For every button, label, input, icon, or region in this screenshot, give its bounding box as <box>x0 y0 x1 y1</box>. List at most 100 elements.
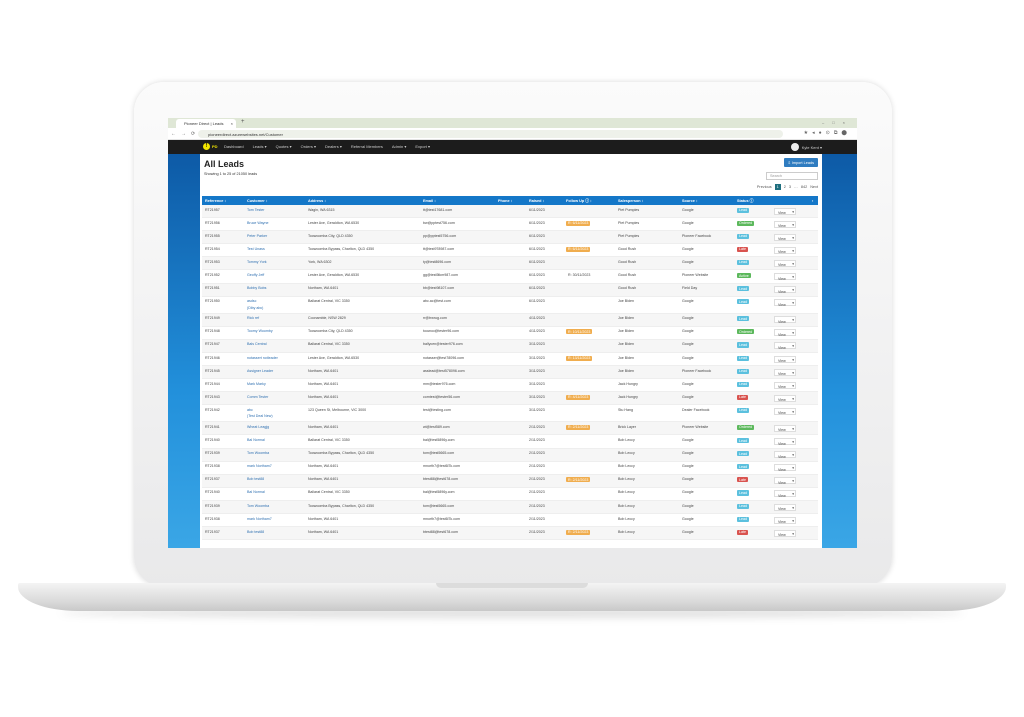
nav-item[interactable]: Orders ▾ <box>300 144 316 149</box>
customer-link[interactable]: Bal Normal <box>247 490 265 495</box>
view-dropdown[interactable]: View ▾ <box>774 407 796 415</box>
extensions-icon[interactable]: ★◂●⊙⧉⬤ <box>803 130 851 136</box>
table-row[interactable]: RT21950 asdsc Ballarat Central, VIC 3350 ab… <box>202 297 818 314</box>
view-dropdown[interactable]: View ▾ <box>774 477 796 485</box>
window-controls[interactable]: –□× <box>822 120 853 125</box>
nav-item[interactable]: Leads ▾ <box>252 144 267 149</box>
table-row[interactable]: RT21945 Assigner Leader Northam, WA 6401 as… <box>202 366 818 380</box>
nav-item[interactable]: Dealers ▾ <box>324 144 342 149</box>
nav-item[interactable]: Referral Members <box>350 144 383 149</box>
customer-link[interactable]: mark Northam7 <box>247 516 272 521</box>
view-dropdown[interactable]: View ▾ <box>774 381 796 389</box>
customer-link[interactable]: Bruce Wayne <box>247 220 269 225</box>
table-row[interactable]: RT21953 Tommy York York, WA 6302 ty@test869… <box>202 257 818 271</box>
customer-link[interactable]: Tom Woomba <box>247 451 270 456</box>
table-row[interactable]: RT21948 Toomy Woomby Toowoomba City, QLD 4… <box>202 327 818 340</box>
customer-link[interactable]: Peter Parker <box>247 233 268 238</box>
table-row[interactable]: RT21947 Bals Central Ballarat Central, VIC… <box>202 339 818 353</box>
pager-next[interactable]: Next <box>810 185 818 189</box>
user-menu[interactable]: Kyle Kent ▾ <box>790 143 822 151</box>
customer-link[interactable]: Bob test88 <box>247 529 265 534</box>
view-dropdown[interactable]: View ▾ <box>774 368 796 376</box>
customer-link[interactable]: Geoffy Jeff <box>247 273 265 277</box>
new-tab-icon[interactable]: + <box>241 119 245 125</box>
column-header[interactable]: Follow Up ⓘ ↕ <box>566 198 592 203</box>
view-dropdown[interactable]: View ▾ <box>774 273 796 281</box>
pager-page[interactable]: 1 <box>774 184 781 190</box>
logo-icon[interactable]: ! <box>203 143 210 150</box>
customer-link[interactable]: Tommy York <box>247 259 267 264</box>
view-dropdown[interactable]: View ▾ <box>774 355 796 363</box>
customer-link[interactable]: abc <box>247 407 253 412</box>
url-input[interactable]: pioneerdirect.azurewebsites.net/Customer <box>198 130 783 138</box>
column-header[interactable]: Raised ↕ <box>529 198 545 203</box>
customer-subtitle[interactable]: (Test Deal New) <box>247 414 273 419</box>
view-dropdown[interactable]: View ▾ <box>774 316 796 324</box>
table-row[interactable]: RT21940 Bal Normal Ballarat Central, VIC 3… <box>202 488 818 501</box>
nav-item[interactable]: Quotes ▾ <box>275 144 292 149</box>
customer-link[interactable]: Tom Woomba <box>247 503 270 508</box>
customer-link[interactable]: asdsc <box>247 299 257 304</box>
table-row[interactable]: RT21951 Bobby Bobs Northam, WA 6401 bb@test… <box>202 283 818 297</box>
view-dropdown[interactable]: View ▾ <box>774 342 796 350</box>
nav-item[interactable]: Dashboard <box>224 144 244 149</box>
brand[interactable]: PD <box>212 144 218 149</box>
customer-link[interactable]: Assigner Leader <box>247 368 274 373</box>
customer-link[interactable]: Bals Central <box>247 342 267 347</box>
table-row[interactable]: RT21940 Bal Normal Ballarat Central, VIC 3… <box>202 436 818 449</box>
view-dropdown[interactable]: View ▾ <box>774 329 796 337</box>
customer-link[interactable]: Test Unass <box>247 246 265 251</box>
browser-tab[interactable]: Pioneer Direct | Leads × <box>176 119 236 128</box>
column-header[interactable]: Reference ↕ <box>205 198 227 203</box>
table-row[interactable]: RT21942 abc 123 Queen St, Melbourne, VIC 3… <box>202 405 818 423</box>
view-dropdown[interactable]: View ▾ <box>774 394 796 402</box>
customer-link[interactable]: Bal Normal <box>247 438 265 442</box>
column-header[interactable]: Email ↕ <box>423 198 437 203</box>
customer-link[interactable]: notassert notleader <box>247 355 278 360</box>
pager-page[interactable]: 3 <box>788 185 792 189</box>
view-dropdown[interactable]: View ▾ <box>774 490 796 498</box>
customer-link[interactable]: Mark Marky <box>247 381 266 386</box>
table-row[interactable]: RT21939 Tom Woomba Toowoomba Bypass, Charl… <box>202 501 818 515</box>
table-row[interactable]: RT21938 mark Northam7 Northam, WA 6401 mnor… <box>202 462 818 475</box>
view-dropdown[interactable]: View ▾ <box>774 516 796 524</box>
column-header[interactable]: Phone ↕ <box>498 198 513 203</box>
customer-link[interactable]: mark Northam7 <box>247 464 272 469</box>
nav-item[interactable]: Export ▾ <box>415 144 431 149</box>
table-row[interactable]: RT21949 Rick ref Coonamble, NSW 2829 rr@trw… <box>202 313 818 327</box>
pager-page[interactable]: 842 <box>800 185 808 189</box>
view-dropdown[interactable]: View ▾ <box>774 451 796 459</box>
view-dropdown[interactable]: View ▾ <box>774 233 796 241</box>
pager-previous[interactable]: Previous <box>756 185 772 189</box>
column-header[interactable]: Customer ↕ <box>247 198 268 203</box>
customer-subtitle[interactable]: (Diby abc) <box>247 305 264 310</box>
table-row[interactable]: RT21937 Bob test88 Northam, WA 6401 btest88… <box>202 527 818 541</box>
view-dropdown[interactable]: View ▾ <box>774 299 796 307</box>
column-header[interactable]: Status ⓘ <box>737 198 754 203</box>
search-input[interactable]: Search <box>766 172 818 180</box>
table-row[interactable]: RT21938 mark Northam7 Northam, WA 6401 mnor… <box>202 514 818 528</box>
nav-buttons-icon[interactable]: ←→⟳ <box>171 131 201 137</box>
table-row[interactable]: RT21937 Bob test88 Northam, WA 6401 btest88… <box>202 474 818 488</box>
table-row[interactable]: RT21954 Test Unass Toowoomba Bypass, Charl… <box>202 244 818 258</box>
customer-link[interactable]: Rick ref <box>247 316 260 321</box>
view-dropdown[interactable]: View ▾ <box>774 246 796 254</box>
table-row[interactable]: RT21941 Wheat Leagjg Northam, WA 6401 wl@te… <box>202 422 818 436</box>
close-tab-icon[interactable]: × <box>230 121 233 126</box>
column-header[interactable]: Address ↕ <box>308 198 327 203</box>
view-dropdown[interactable]: View ▾ <box>774 503 796 511</box>
view-dropdown[interactable]: View ▾ <box>774 286 796 294</box>
view-dropdown[interactable]: View ▾ <box>774 259 796 267</box>
customer-link[interactable]: Toomy Woomby <box>247 329 273 334</box>
view-dropdown[interactable]: View ▾ <box>774 220 796 228</box>
table-row[interactable]: RT21944 Mark Marky Northam, WA 6401 mm@test… <box>202 379 818 393</box>
customer-link[interactable]: Bob test88 <box>247 477 265 482</box>
nav-item[interactable]: Admin ▾ <box>391 144 407 149</box>
pager-page[interactable]: … <box>794 185 798 189</box>
table-row[interactable]: RT21939 Tom Woomba Toowoomba Bypass, Charl… <box>202 448 818 462</box>
view-dropdown[interactable]: View ▾ <box>774 438 796 446</box>
table-row[interactable]: RT21957 Tom Tester Wagin, WA 6315 tt@test17… <box>202 205 818 219</box>
view-dropdown[interactable]: View ▾ <box>774 207 796 215</box>
pager-page[interactable]: 2 <box>783 185 786 189</box>
import-leads-button[interactable]: ⇩ Import Leads <box>783 158 818 167</box>
